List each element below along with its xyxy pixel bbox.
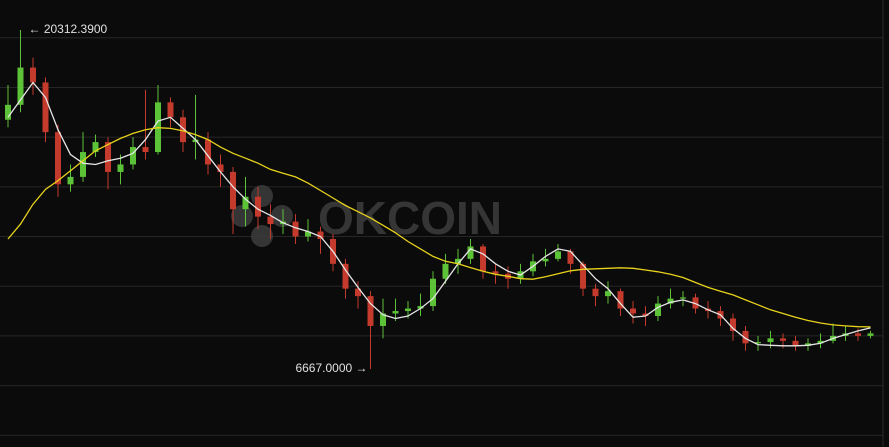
candle-body — [442, 263, 449, 279]
candle-body — [305, 231, 311, 237]
candle-body — [30, 67, 36, 83]
candle-body — [342, 263, 349, 289]
candle-body — [67, 176, 74, 185]
candle-body — [792, 340, 799, 346]
watermark-text: OKCOIN — [318, 192, 502, 244]
candle-body — [755, 342, 761, 344]
candle-body — [667, 298, 674, 304]
candle-body — [42, 82, 49, 133]
candle-body — [367, 296, 374, 326]
candle-body — [205, 139, 211, 165]
candle-body — [805, 343, 811, 346]
candle-body — [730, 318, 736, 331]
logo-dot — [251, 225, 273, 247]
candle-body — [380, 313, 386, 326]
candle-body — [130, 147, 136, 165]
candle-body — [780, 338, 786, 341]
ma-lines — [7, 81, 871, 347]
candles — [5, 30, 874, 369]
candle-body — [742, 330, 749, 344]
candle-body — [192, 139, 199, 143]
candle-body — [605, 291, 611, 297]
candle-body — [430, 278, 436, 307]
candle-body — [80, 152, 86, 177]
candle-body — [642, 313, 649, 317]
candle-body — [217, 164, 224, 172]
ma-line — [7, 127, 871, 328]
watermark: OKCOIN — [231, 185, 502, 247]
candle-body — [392, 311, 399, 314]
candle-body — [55, 132, 61, 185]
grid — [0, 37, 883, 436]
logo-dot — [231, 205, 253, 227]
candle-body — [580, 263, 586, 289]
ma-line — [7, 81, 871, 347]
candle-body — [167, 102, 174, 118]
candle-body — [355, 288, 361, 297]
candle-body — [480, 246, 486, 272]
candle-body — [242, 196, 249, 210]
candle-body — [867, 333, 874, 336]
candle-body — [542, 258, 549, 262]
candle-body — [92, 142, 99, 153]
annotations: ← 20312.3900 6667.0000 → — [29, 22, 368, 375]
candle-body — [5, 104, 11, 120]
candle-body — [17, 67, 24, 105]
candle-body — [817, 340, 824, 344]
candle-body — [655, 303, 661, 317]
price-annotation: 6667.0000 → — [295, 361, 367, 375]
logo-dot — [271, 205, 293, 227]
candle-body — [455, 258, 461, 264]
price-annotation: ← 20312.3900 — [29, 22, 108, 36]
logo-dot — [251, 185, 273, 207]
candle-body — [417, 306, 424, 309]
candle-body — [492, 271, 499, 274]
candle-body — [317, 231, 324, 239]
candle-body — [255, 196, 261, 217]
candle-body — [117, 164, 124, 172]
candle-body — [592, 288, 599, 297]
candle-body — [180, 117, 186, 143]
candle-body — [467, 246, 474, 259]
candle-body — [292, 221, 299, 237]
candle-body — [230, 171, 236, 210]
candle-body — [767, 338, 774, 343]
candle-body — [630, 308, 636, 314]
candle-body — [267, 216, 274, 225]
candle-body — [680, 297, 686, 299]
candle-body — [855, 333, 861, 336]
candle-body — [142, 147, 149, 153]
candle-body — [617, 291, 624, 309]
candle-body — [567, 251, 574, 264]
candle-body — [405, 308, 411, 312]
candle-body — [555, 251, 561, 259]
candle-body — [105, 142, 111, 172]
